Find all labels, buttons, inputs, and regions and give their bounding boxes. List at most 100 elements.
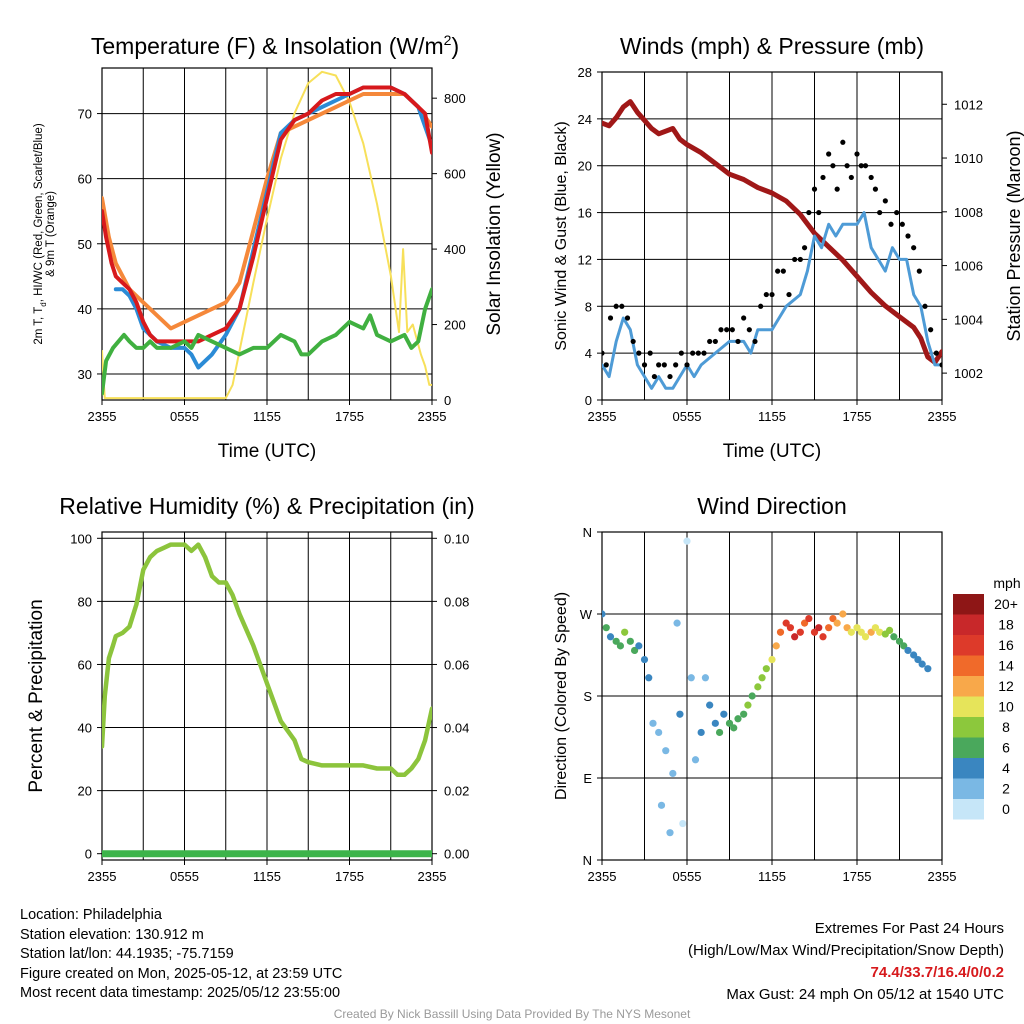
y2-tick-label: 0.00 <box>444 847 469 862</box>
wind-direction-point <box>602 610 606 618</box>
insolation-line <box>102 70 432 400</box>
y2-tick-label: 0.04 <box>444 721 469 736</box>
gust-point <box>816 209 822 216</box>
x-tick-label: 2355 <box>928 869 957 884</box>
wind-direction-point <box>776 628 785 636</box>
x-tick-label: 1155 <box>253 869 281 884</box>
x-tick-label: 1155 <box>758 409 786 424</box>
max-gust-text: Max Gust: 24 mph On 05/12 at 1540 UTC <box>726 986 1004 1003</box>
gust-point <box>939 362 942 368</box>
wind-direction-point <box>706 701 714 709</box>
gust-point <box>758 303 764 309</box>
legend-swatch <box>953 676 984 697</box>
gust-point <box>933 350 939 356</box>
gust-point <box>882 198 888 204</box>
gust-point <box>613 303 619 309</box>
wind-direction-point <box>815 624 823 632</box>
wind-direction-point <box>748 692 756 700</box>
legend-label: 4 <box>1002 760 1010 776</box>
y-axis-label: Sonic Wind & Gust (Blue, Black) <box>553 121 570 350</box>
wind-direction-point <box>871 624 880 632</box>
legend-label: 12 <box>998 678 1014 694</box>
wind-direction-point <box>800 619 809 627</box>
y2-tick-label: 600 <box>444 167 466 182</box>
wind-direction-point <box>662 747 670 755</box>
y-tick-label: 8 <box>585 299 592 314</box>
legend-label: 10 <box>998 699 1014 715</box>
wind-direction-point <box>782 619 790 627</box>
y-tick-label: 50 <box>78 237 92 252</box>
wind-direction-point <box>655 728 663 737</box>
wind-direction-point <box>843 624 851 632</box>
gust-point <box>636 350 642 356</box>
temp-series <box>102 70 432 400</box>
gust-point <box>667 373 673 380</box>
wdir-points <box>602 537 932 837</box>
y-tick-label: N <box>583 525 592 540</box>
heat_index-line <box>113 85 432 370</box>
location-text: Location: Philadelphia <box>20 907 162 923</box>
y2-tick-label: 0.08 <box>444 594 469 609</box>
wind-direction-point <box>640 655 649 664</box>
gust-point <box>624 315 631 321</box>
pressure-line <box>602 99 942 365</box>
gust-point <box>752 338 758 345</box>
wind-direction-point <box>691 756 700 764</box>
gust-point <box>888 221 894 227</box>
legend-swatch <box>953 614 984 635</box>
gust-point <box>684 362 690 368</box>
gust-point <box>848 174 854 181</box>
gust-point <box>820 174 826 181</box>
wind-direction-point <box>876 628 884 636</box>
gust-point <box>746 327 752 333</box>
wind-direction-point <box>715 728 724 737</box>
wind-direction-point <box>754 683 762 691</box>
wind-direction-point <box>626 637 634 645</box>
x-tick-label: 1755 <box>843 869 872 884</box>
gust-point <box>602 350 605 356</box>
wind-direction-point <box>676 710 684 718</box>
wind-direction-point <box>645 674 653 682</box>
gust-point <box>695 350 701 356</box>
legend-label: 0 <box>1002 801 1010 817</box>
wind-direction-point <box>833 619 841 627</box>
x-tick-label: 0555 <box>673 409 702 424</box>
gust-point <box>651 373 658 380</box>
gust-point <box>724 327 730 333</box>
legend-swatch <box>953 799 984 820</box>
y-tick-label: N <box>583 853 592 868</box>
legend-swatch <box>953 594 984 615</box>
gust-point <box>905 233 911 239</box>
gust-point <box>868 174 874 181</box>
wind-direction-point <box>825 624 833 632</box>
gust-point <box>844 163 850 169</box>
gust-point <box>641 362 648 368</box>
chart-title: Temperature (F) & Insolation (W/m2) <box>91 32 459 59</box>
x-axis-label: Time (UTC) <box>723 441 822 462</box>
wind-direction-point <box>810 628 819 636</box>
y2-tick-label: 1004 <box>954 312 983 327</box>
y-tick-label: 16 <box>578 206 592 221</box>
created-text: Figure created on Mon, 2025-05-12, at 23… <box>20 965 343 982</box>
wind-direction-point <box>791 633 799 641</box>
rh-line <box>102 542 432 778</box>
y2-tick-label: 1006 <box>954 259 983 274</box>
gust-point <box>661 362 667 368</box>
y-tick-label: 12 <box>578 252 592 267</box>
wind-direction-point <box>669 769 677 778</box>
wind-direction-point <box>649 719 657 727</box>
wind-series <box>602 99 942 390</box>
wind-direction-point <box>890 633 898 641</box>
wind-direction-point <box>673 619 681 627</box>
gust-point <box>894 209 900 216</box>
y2-tick-label: 0 <box>444 393 451 408</box>
wind-direction-point <box>734 715 742 723</box>
gust-point <box>922 303 928 309</box>
wind-line <box>602 211 942 390</box>
gust-point <box>690 350 696 356</box>
y-tick-label: W <box>580 607 593 622</box>
x-tick-label: 0555 <box>170 409 199 424</box>
wind-direction-point <box>914 655 922 664</box>
extremes-title: Extremes For Past 24 Hours <box>814 920 1004 937</box>
